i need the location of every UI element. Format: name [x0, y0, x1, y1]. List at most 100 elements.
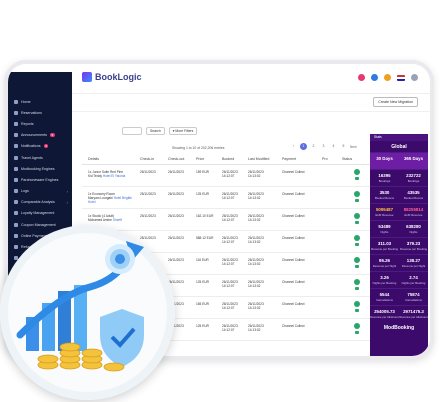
- sidebar-item[interactable]: Home: [8, 96, 72, 107]
- engine-icon: [14, 177, 18, 182]
- sidebar-item[interactable]: Logs ›: [8, 186, 72, 197]
- status-check-icon: [354, 213, 360, 219]
- pager-page-button[interactable]: 4: [332, 144, 335, 148]
- stat-value: 16395: [378, 173, 391, 178]
- stat-cell: 43535 Booked Rooms: [399, 186, 428, 203]
- pager-page-button[interactable]: 2: [312, 144, 315, 148]
- cell-checkout: 26/11/2023: [168, 214, 184, 218]
- loyalty-icon: [14, 211, 18, 216]
- sidebar-item[interactable]: Notifications 3: [8, 141, 72, 152]
- sidebar-item[interactable]: Online Payment: [8, 230, 72, 241]
- hotel-link[interactable]: Hotel El Yalonia: [102, 174, 126, 178]
- notification-badge: 9: [49, 133, 55, 138]
- table-row[interactable]: 1x Economy Room Maryam Lourgabi Hotel Bri…: [82, 187, 378, 209]
- cell-modified: 26/11/2023 14:13:02: [248, 236, 264, 244]
- sidebar-item-label: Modbooking Engines: [21, 166, 55, 171]
- cell-booked: 26/11/2023 14:12:07: [222, 302, 238, 310]
- pager-page-button[interactable]: 5: [342, 144, 345, 148]
- pager-prev-button[interactable]: ‹: [292, 144, 295, 148]
- stat-label: Bookings: [378, 179, 391, 183]
- cell-payment: Channel Collect: [282, 170, 305, 174]
- search-button[interactable]: Search: [146, 127, 165, 135]
- sidebar-item[interactable]: Loyalty Management: [8, 208, 72, 219]
- sidebar-item-label: Reports: [21, 121, 34, 126]
- cell-modified: 26/11/2023 14:13:02: [248, 192, 264, 200]
- analysis-icon: [14, 200, 18, 205]
- sidebar-item[interactable]: Parahoneware Engines: [8, 174, 72, 185]
- more-filters-button[interactable]: ▾ More Filters: [168, 127, 198, 135]
- status-thumb-icon: [355, 309, 359, 312]
- chat-icon[interactable]: [358, 74, 365, 81]
- sidebar-item[interactable]: Comparable Analysis ›: [8, 197, 72, 208]
- table-row[interactable]: 1x Junior Suite Red Pine Kid Teddy Hotel …: [82, 165, 378, 187]
- pager-page-button[interactable]: 3: [322, 144, 325, 148]
- sidebar-item[interactable]: Reports: [8, 118, 72, 129]
- stat-label: Nights: [380, 230, 389, 234]
- pager-next-button[interactable]: Next: [350, 144, 357, 149]
- report-icon: [14, 121, 18, 126]
- hotel-link[interactable]: Hotel Brigitte Hotel: [88, 196, 132, 204]
- col-checkout: Check-out: [168, 157, 185, 161]
- reservation-details: 1x Junior Suite Red Pine Kid Teddy Hotel …: [88, 170, 134, 178]
- cell-checkin: 25/11/2023: [140, 214, 156, 218]
- stat-value: 2971475.3: [403, 309, 424, 314]
- cell-price: 165 EUR: [196, 302, 209, 306]
- message-icon[interactable]: [371, 74, 378, 81]
- user-avatar-icon[interactable]: [411, 74, 418, 81]
- search-input[interactable]: [122, 127, 142, 135]
- reservation-details: 1x Studio (4 Adult) Mohamed Amine Sheriff: [88, 214, 134, 222]
- pager-page-button[interactable]: 1: [300, 143, 307, 150]
- megaphone-icon: [14, 133, 18, 138]
- cell-checkout: 26/11/2023: [168, 324, 184, 328]
- table-row[interactable]: 1x Double Room25/11/202326/11/2023588.12…: [82, 231, 378, 253]
- sidebar-item[interactable]: Coupon Management: [8, 219, 72, 230]
- stat-cell: 365 Days: [399, 152, 428, 169]
- stat-label: Nights per Booking: [372, 281, 397, 285]
- alert-icon[interactable]: [384, 74, 391, 81]
- sidebar-item[interactable]: Reservations: [8, 107, 72, 118]
- stats-panel: Stats Global 30 Days 365 Days 16395 Booking…: [370, 134, 428, 356]
- notification-badge: 3: [43, 144, 49, 149]
- chevron-down-icon: ▾: [172, 129, 176, 133]
- payment-icon: [14, 233, 18, 238]
- stat-label: Cancellations: [405, 298, 422, 302]
- stats-grid: 30 Days 365 Days 16395 Bookings 232722 Bookin…: [370, 152, 428, 322]
- search-row: Search ▾ More Filters: [122, 127, 198, 135]
- stat-value: 3.26: [380, 275, 389, 280]
- agents-icon: [14, 155, 18, 160]
- more-filters-label: More Filters: [175, 129, 194, 133]
- stat-value: 3530: [379, 190, 390, 195]
- stat-cell: 30 Days: [370, 152, 399, 169]
- room-type: 1x Studio (4 Adult): [88, 214, 115, 218]
- sidebar-item[interactable]: Modbooking Engines: [8, 163, 72, 174]
- stat-cell: 638280 Nights: [399, 220, 428, 237]
- sidebar-item-label: Parahoneware Engines: [21, 177, 59, 182]
- stat-value: 53489: [378, 224, 391, 229]
- sidebar-item-label: Home: [21, 99, 31, 104]
- growth-chart-icon: [16, 241, 144, 372]
- status-thumb-icon: [355, 287, 359, 290]
- sidebar-item-label: Announcements: [21, 133, 47, 138]
- engine-icon: [14, 166, 18, 171]
- table-row[interactable]: 1x Studio (4 Adult) Mohamed Amine Sheriff…: [82, 209, 378, 231]
- cell-price: 588.12 EUR: [196, 236, 214, 240]
- sidebar-item[interactable]: Announcements 9: [8, 130, 72, 141]
- create-migration-button[interactable]: Create New Migration: [373, 97, 418, 107]
- cell-payment: Channel Collect: [282, 236, 305, 240]
- hotel-link[interactable]: Sheriff: [112, 218, 122, 222]
- cell-booked: 26/11/2023 14:12:07: [222, 280, 238, 288]
- cell-booked: 26/11/2023 14:12:07: [222, 214, 238, 222]
- cell-payment: Channel Collect: [282, 302, 305, 306]
- status-thumb-icon: [355, 243, 359, 246]
- stat-label: Booked Rooms: [374, 196, 395, 200]
- stat-value: 254005.73: [374, 309, 395, 314]
- col-booked: Booked: [222, 157, 235, 161]
- sidebar-item[interactable]: Travel Agents: [8, 152, 72, 163]
- language-flag-icon[interactable]: [397, 74, 405, 81]
- status-check-icon: [354, 235, 360, 241]
- stat-value: 2.74: [409, 275, 418, 280]
- col-status: Status: [342, 157, 353, 161]
- stat-cell: 138.27 Revenue per Night: [399, 254, 428, 271]
- cell-booked: 26/11/2023 14:12:07: [222, 258, 238, 266]
- status-thumb-icon: [355, 221, 359, 224]
